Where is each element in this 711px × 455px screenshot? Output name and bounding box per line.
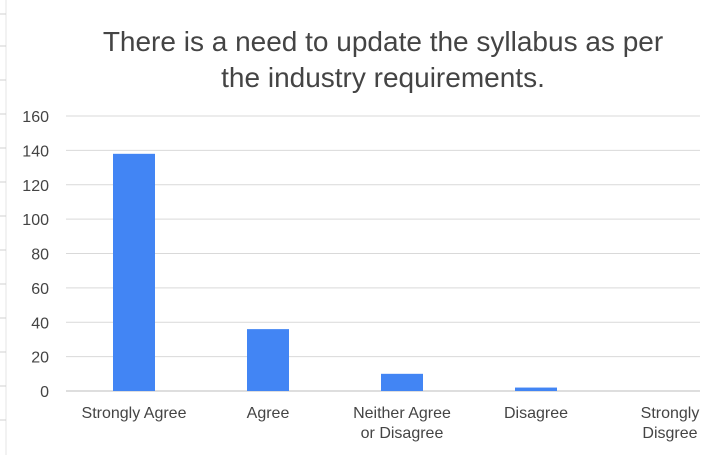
bar	[113, 153, 155, 391]
x-tick-label: Disgree	[642, 425, 697, 442]
y-tick-label: 140	[22, 143, 49, 160]
chart-title-line: the industry requirements.	[221, 62, 545, 93]
y-tick-label: 160	[22, 109, 49, 126]
bar	[381, 373, 423, 391]
x-tick-label: or Disagree	[361, 425, 444, 442]
y-tick-label: 120	[22, 178, 49, 195]
y-tick-label: 40	[31, 315, 49, 332]
chart-title-line: There is a need to update the syllabus a…	[103, 26, 663, 57]
y-tick-label: 80	[31, 247, 49, 264]
x-tick-label: Disagree	[504, 405, 568, 422]
y-tick-label: 0	[40, 384, 49, 401]
y-tick-label: 100	[22, 212, 49, 229]
bar	[247, 329, 289, 391]
y-tick-label: 60	[31, 281, 49, 298]
x-tick-label: Strongly	[641, 405, 700, 422]
x-axis-categories: Strongly Agree Agree Neither Agree or Disag…	[82, 405, 700, 442]
y-tick-label: 20	[31, 350, 49, 367]
chart-title: There is a need to update the syllabus a…	[103, 26, 663, 93]
gridlines	[66, 115, 700, 392]
x-tick-label: Neither Agree	[353, 405, 451, 422]
y-axis-ticks: 0 20 40 60 80 100 120 140 160	[22, 109, 49, 401]
left-border-ticks	[0, 0, 7, 455]
x-tick-label: Strongly Agree	[82, 405, 187, 422]
x-tick-label: Agree	[247, 405, 290, 422]
bar	[515, 387, 557, 391]
bars	[113, 153, 557, 391]
